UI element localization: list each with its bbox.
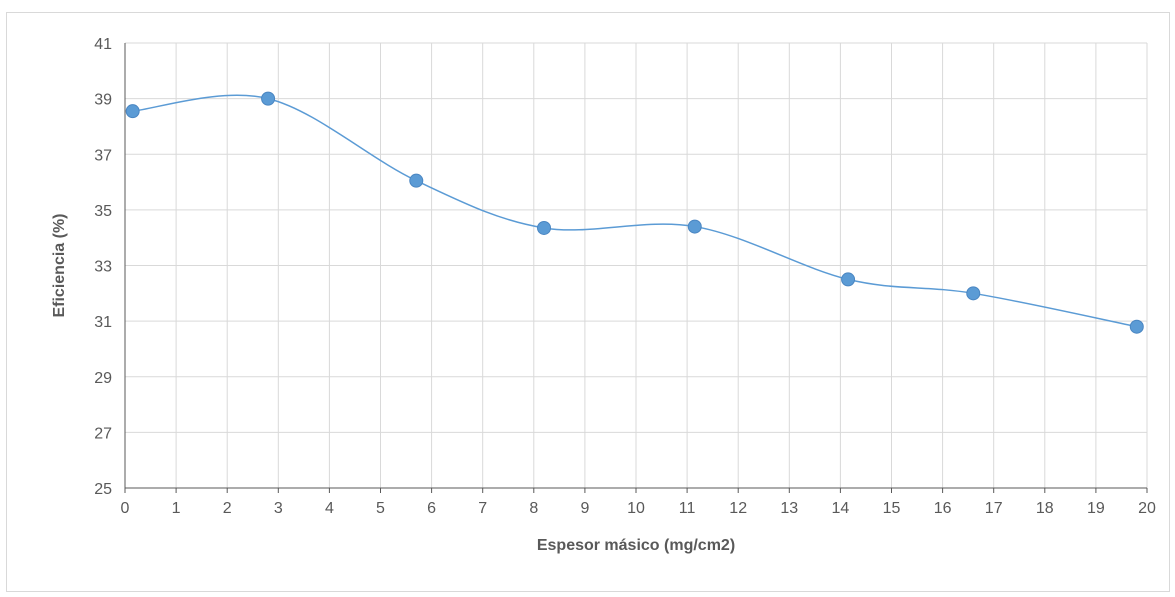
data-point[interactable] [537,220,552,235]
series-line [132,94,1137,328]
x-tick-label: 6 [427,500,436,517]
axes [124,43,1148,493]
x-tick-label: 14 [832,500,850,517]
data-point[interactable] [409,173,424,188]
x-tick-label: 11 [679,500,696,517]
data-point[interactable] [125,104,140,119]
x-tick-label: 8 [529,500,538,517]
y-tick-label: 25 [94,481,112,498]
data-point[interactable] [261,91,276,106]
x-tick-label: 0 [121,500,130,517]
x-tick-label: 13 [780,500,798,517]
chart-frame [6,12,1170,592]
y-tick-label: 29 [94,370,112,387]
data-point[interactable] [841,272,856,287]
x-tick-label: 12 [729,500,747,517]
y-tick-label: 31 [94,314,112,331]
x-tick-label: 19 [1087,500,1105,517]
x-tick-label: 2 [223,500,232,517]
grid-lines [125,42,1148,488]
x-tick-label: 3 [274,500,283,517]
data-series [125,91,1144,334]
x-tick-label: 5 [376,500,385,517]
x-tick-label: 18 [1036,500,1054,517]
y-tick-label: 39 [94,92,112,109]
x-tick-label: 1 [172,500,181,517]
x-tick-label: 17 [985,500,1003,517]
x-tick-label: 15 [883,500,901,517]
data-point[interactable] [687,219,702,234]
y-tick-label: 41 [94,36,112,53]
y-tick-label: 27 [94,425,112,442]
y-tick-label: 33 [94,259,112,276]
y-tick-label: 37 [94,147,112,164]
x-tick-label: 4 [325,500,334,517]
x-tick-label: 10 [627,500,645,517]
y-axis-title: Eficiencia (%) [51,213,68,317]
x-tick-label: 20 [1138,500,1156,517]
x-axis-title: Espesor másico (mg/cm2) [537,537,735,554]
x-tick-label: 7 [478,500,487,517]
x-tick-label: 16 [934,500,952,517]
y-tick-label: 35 [94,203,112,220]
x-tick-label: 9 [580,500,589,517]
data-point[interactable] [966,286,981,301]
data-point[interactable] [1129,319,1144,334]
